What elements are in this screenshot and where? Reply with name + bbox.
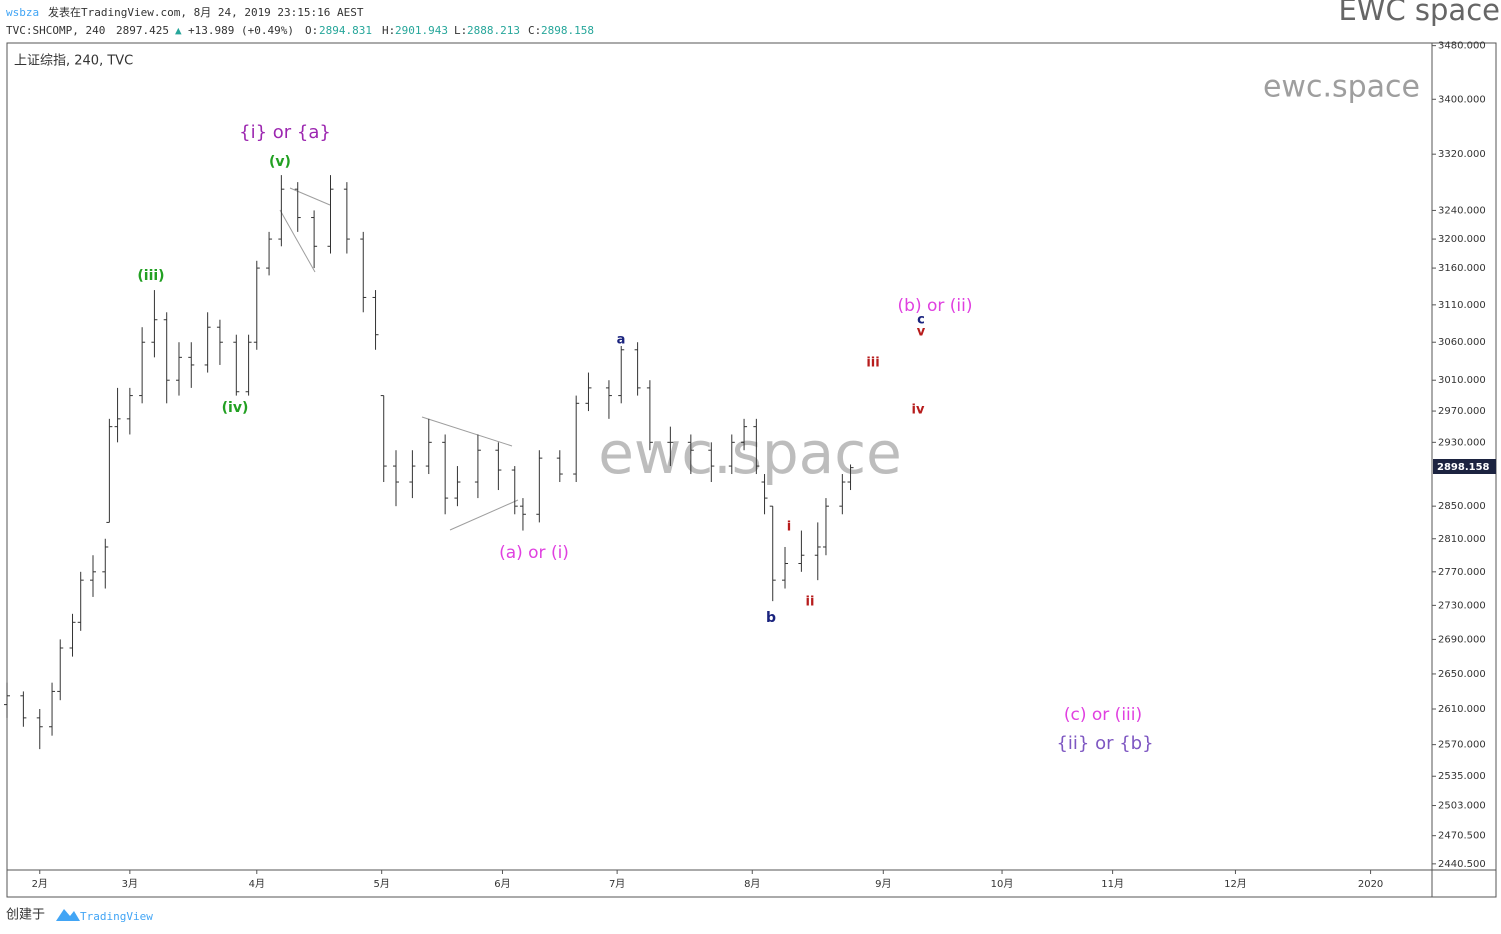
trend-line <box>279 209 316 273</box>
created: 创建于 <box>6 908 45 923</box>
y-tick-label: 2470.500 <box>1438 831 1486 842</box>
high-label: H: <box>382 24 395 37</box>
change: +13.989 (+0.49%) <box>188 24 294 37</box>
wave-label: iii <box>866 356 879 371</box>
trend-line <box>421 416 513 447</box>
wave-label: (a) or (i) <box>499 543 569 563</box>
y-tick-label: 2730.000 <box>1438 600 1486 611</box>
y-tick-label: 2930.000 <box>1438 437 1486 448</box>
x-tick-label: 2020 <box>1358 879 1383 890</box>
wave-label: (b) or (ii) <box>898 296 973 316</box>
logo: TradingView <box>80 910 153 923</box>
y-tick-label: 3320.000 <box>1438 149 1486 160</box>
last: 2897.425 <box>116 24 169 37</box>
y-tick-label: 2810.000 <box>1438 534 1486 545</box>
close: 2898.158 <box>541 24 594 37</box>
x-tick-label: 7月 <box>609 878 625 890</box>
y-tick-label: 2850.000 <box>1438 501 1486 512</box>
symbol: TVC:SHCOMP, 240 <box>6 24 105 37</box>
low-label: L: <box>454 24 467 37</box>
x-tick-label: 6月 <box>494 878 510 890</box>
y-tick-label: 2535.000 <box>1438 771 1486 782</box>
published: 发表在TradingView.com, 8月 24, 2019 23:15:16… <box>48 5 364 19</box>
x-tick-label: 11月 <box>1101 878 1124 890</box>
wave-label: (v) <box>269 154 291 170</box>
x-tick-label: 4月 <box>249 878 265 890</box>
y-tick-label: 2970.000 <box>1438 406 1486 417</box>
y-tick-label: 2650.000 <box>1438 669 1486 680</box>
ohlc-header: TVC:SHCOMP, 240 2897.425 ▲ +13.989 (+0.4… <box>6 24 594 37</box>
x-tick-label: 12月 <box>1224 878 1247 890</box>
wave-label: {ii} or {b} <box>1056 733 1153 754</box>
wave-label: v <box>917 325 926 340</box>
wave-label: b <box>766 610 776 626</box>
close-label: C: <box>528 24 541 37</box>
x-tick-label: 10月 <box>991 878 1014 890</box>
y-tick-label: 3060.000 <box>1438 337 1486 348</box>
wave-label: (iii) <box>137 268 164 284</box>
x-tick-label: 3月 <box>122 878 138 890</box>
logo-icon <box>56 909 80 921</box>
y-tick-label: 3200.000 <box>1438 234 1486 245</box>
watermark-small: ewc.space <box>1263 70 1420 105</box>
wave-label: (c) or (iii) <box>1064 705 1142 725</box>
price-tag: 2898.158 <box>1437 462 1490 473</box>
low: 2888.213 <box>467 24 520 37</box>
watermark: ewc.space <box>598 419 902 487</box>
y-tick-label: 2610.000 <box>1438 704 1486 715</box>
trend-line <box>289 187 331 206</box>
y-tick-label: 3010.000 <box>1438 375 1486 386</box>
y-tick-label: 2440.500 <box>1438 859 1486 870</box>
wave-label: (iv) <box>222 400 249 416</box>
pane-title: 上证综指, 240, TVC <box>14 54 133 69</box>
wave-label: c <box>917 313 925 328</box>
wave-label: a <box>617 333 626 348</box>
open: 2894.831 <box>319 24 372 37</box>
price-tag-bg <box>1433 459 1496 474</box>
x-tick-label: 9月 <box>875 878 891 890</box>
arrow: ▲ <box>175 24 182 37</box>
y-tick-label: 3160.000 <box>1438 263 1486 274</box>
y-tick-label: 2570.000 <box>1438 740 1486 751</box>
y-tick-label: 2503.000 <box>1438 801 1486 812</box>
wave-label: ii <box>806 595 815 610</box>
y-tick-label: 3240.000 <box>1438 205 1486 216</box>
author: wsbza <box>6 6 39 19</box>
y-tick-label: 3480.000 <box>1438 41 1486 52</box>
wave-label: i <box>787 520 791 535</box>
wave-label: iv <box>912 403 925 418</box>
y-tick-label: 2690.000 <box>1438 634 1486 645</box>
high: 2901.943 <box>395 24 448 37</box>
ohlc-bars <box>4 175 854 750</box>
trend-line <box>449 499 519 531</box>
x-tick-label: 8月 <box>744 878 760 890</box>
brand: EWC space <box>1338 0 1500 27</box>
triangle-lines <box>279 187 519 531</box>
wave-label: {i} or {a} <box>239 122 331 143</box>
y-tick-label: 3110.000 <box>1438 300 1486 311</box>
y-tick-label: 3400.000 <box>1438 94 1486 105</box>
open-label: O: <box>305 24 318 37</box>
x-tick-label: 5月 <box>373 878 389 890</box>
y-tick-label: 2770.000 <box>1438 567 1486 578</box>
x-tick-label: 2月 <box>32 878 48 890</box>
